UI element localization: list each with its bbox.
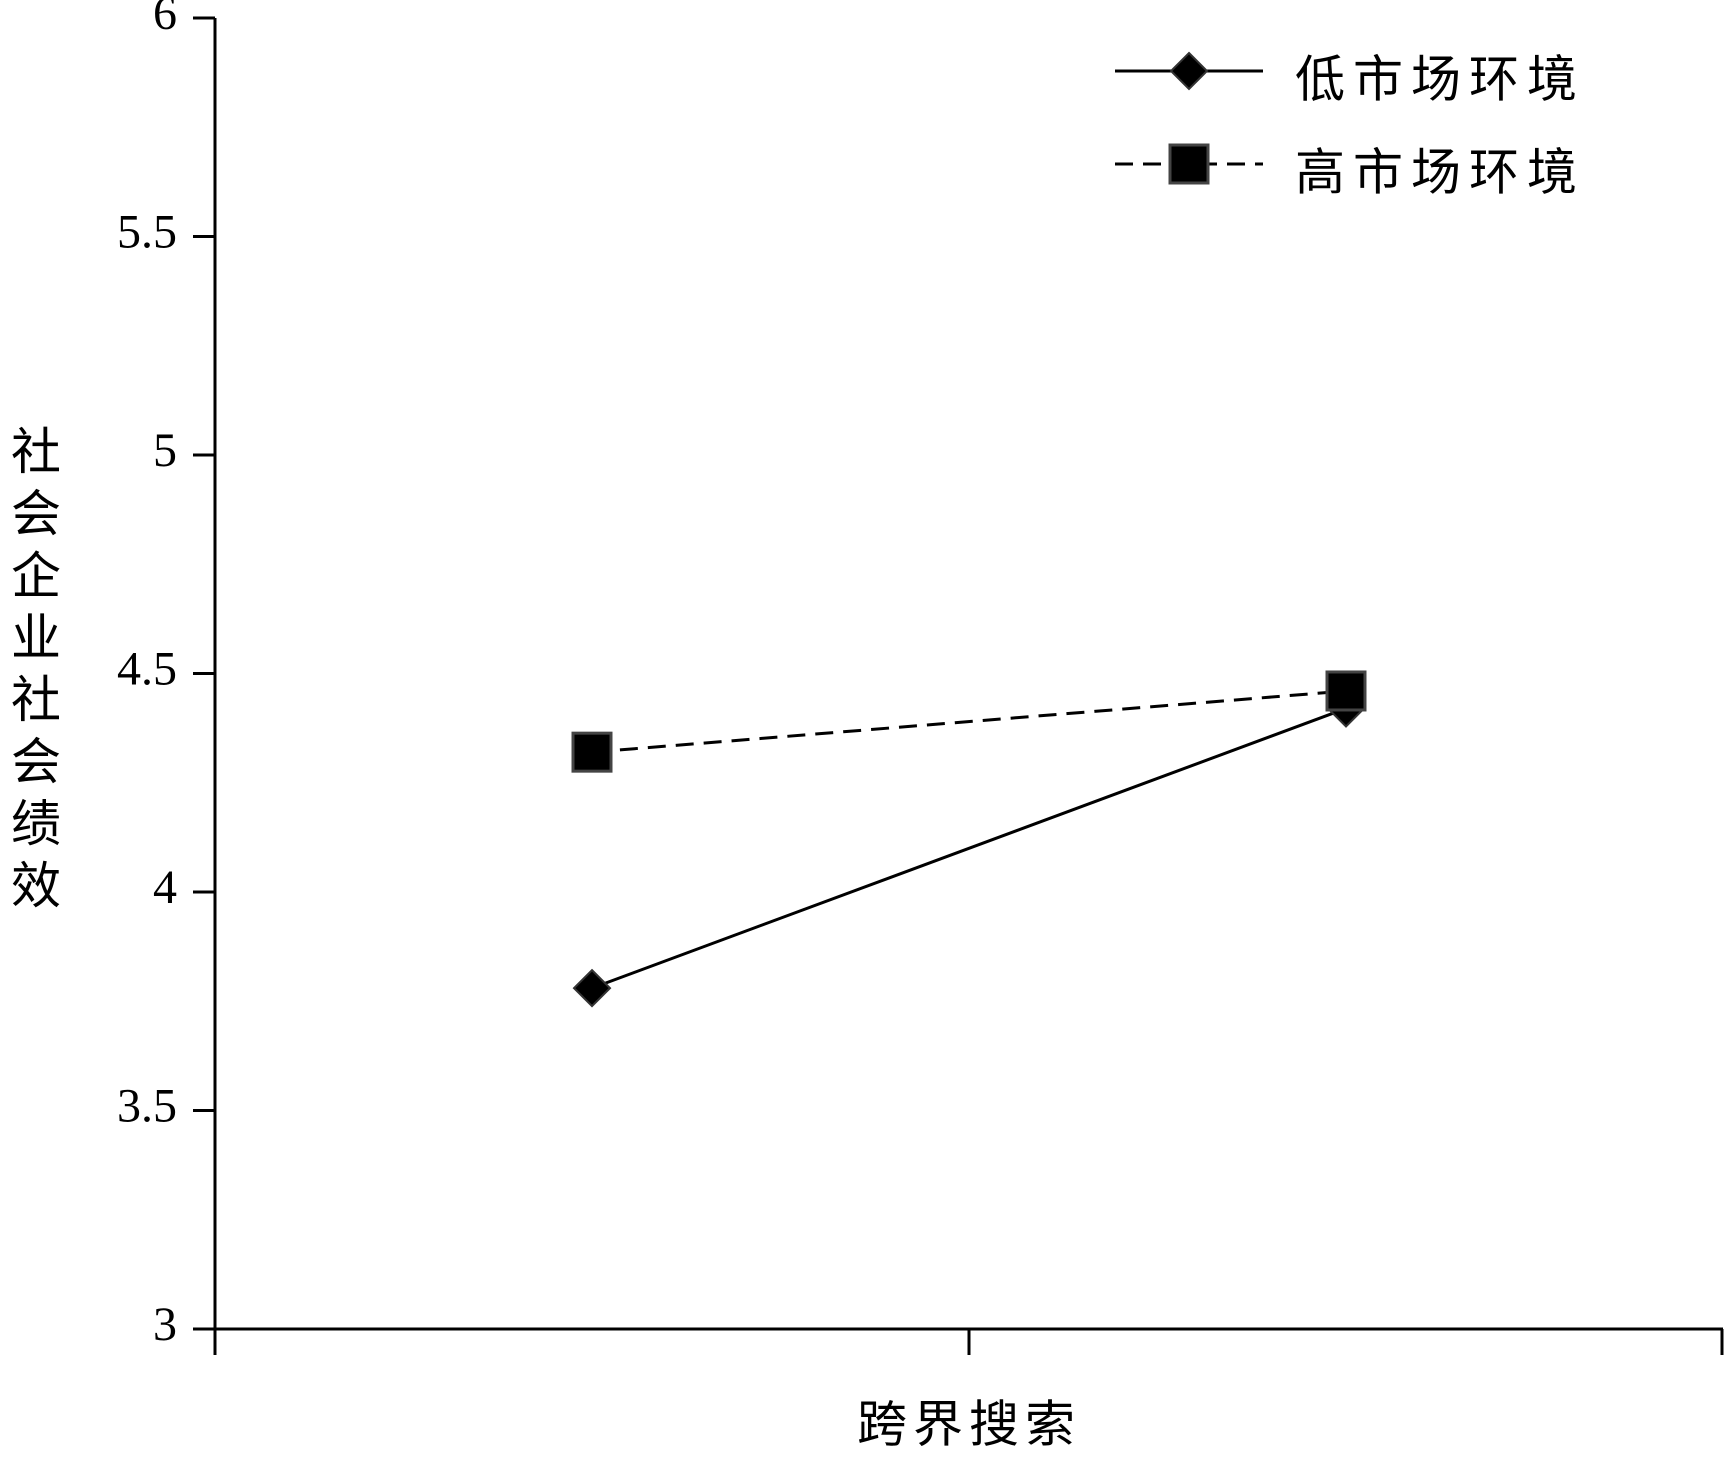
x-axis-label: 跨界搜索	[857, 1396, 1081, 1452]
marker	[1325, 670, 1367, 712]
y-tick-label: 5	[153, 424, 177, 477]
series-line	[591, 707, 1347, 990]
series-line	[591, 689, 1347, 754]
y-tick-label: 3.5	[117, 1080, 177, 1133]
y-tick-label: 3	[153, 1298, 177, 1351]
legend-label: 低市场环境	[1295, 51, 1585, 107]
marker	[571, 731, 613, 773]
legend-marker	[1168, 143, 1210, 185]
y-axis-label: 社会企业社会绩效	[4, 425, 60, 921]
y-tick-label: 4	[153, 861, 177, 914]
y-tick-label: 4.5	[117, 643, 177, 696]
y-tick-label: 6	[153, 0, 177, 40]
legend-label: 高市场环境	[1295, 144, 1585, 200]
y-tick-label: 5.5	[117, 206, 177, 259]
marker	[572, 968, 612, 1008]
legend-marker	[1169, 51, 1209, 91]
